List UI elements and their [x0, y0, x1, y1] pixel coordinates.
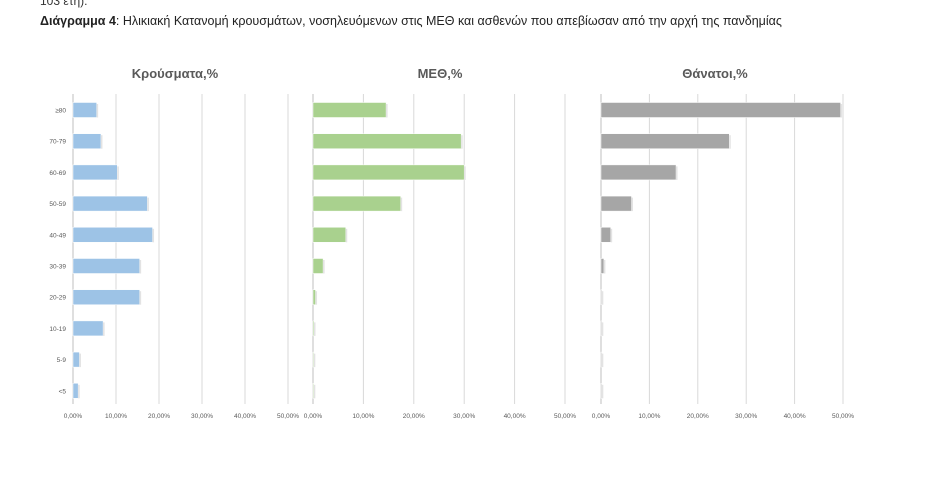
cases-bar-shadow: [100, 135, 103, 149]
cases-tick-label: 30,00%: [191, 413, 213, 420]
icu-bar: [312, 320, 315, 337]
icu-bar: [312, 383, 315, 399]
cases-bar-shadow: [152, 228, 155, 243]
icu-tick-label: 10,00%: [352, 413, 374, 420]
icu-panel-title: ΜΕΘ,%: [418, 66, 463, 81]
cases-bar: [72, 383, 79, 399]
icu-bar-shadow: [313, 353, 316, 368]
icu-bar: [312, 289, 316, 305]
category-label: 60-69: [49, 170, 66, 177]
deaths-tick-label: 0,00%: [592, 413, 611, 420]
caption-label: Διάγραμμα 4: [40, 14, 116, 28]
icu-bar-shadow: [314, 322, 316, 336]
cases-bar-shadow: [139, 260, 142, 274]
deaths-bar-shadow: [601, 384, 604, 399]
icu-tick-label: 40,00%: [504, 413, 526, 420]
deaths-bar: [600, 227, 611, 243]
category-label: 5-9: [57, 357, 67, 364]
deaths-bar-shadow: [676, 166, 678, 180]
cases-bar: [72, 227, 153, 243]
deaths-tick-label: 30,00%: [735, 413, 757, 420]
top-text-fragment: 103 έτη).: [40, 0, 88, 8]
category-label: 50-59: [49, 201, 66, 208]
deaths-bar: [600, 133, 730, 149]
icu-tick-label: 50,00%: [554, 413, 576, 420]
icu-tick-label: 0,00%: [304, 413, 323, 420]
icu-bar-shadow: [400, 197, 403, 212]
cases-bar: [72, 289, 140, 305]
deaths-bar-shadow: [601, 291, 604, 305]
deaths-bar: [600, 351, 603, 368]
cases-tick-label: 0,00%: [64, 413, 83, 420]
icu-bar: [312, 227, 347, 243]
category-label: 20-29: [49, 295, 66, 302]
deaths-bar-shadow: [840, 104, 843, 118]
cases-bar: [72, 102, 97, 118]
icu-bar-shadow: [386, 104, 388, 118]
icu-bar-shadow: [313, 384, 316, 399]
icu-bar: [312, 351, 315, 368]
deaths-bar: [600, 195, 632, 212]
deaths-bar-shadow: [601, 353, 604, 368]
cases-tick-label: 40,00%: [234, 413, 256, 420]
cases-tick-label: 50,00%: [277, 413, 299, 420]
cases-panel-title: Κρούσματα,%: [132, 66, 219, 81]
category-label: <5: [59, 388, 67, 395]
icu-tick-label: 30,00%: [453, 413, 475, 420]
cases-bar-shadow: [78, 384, 80, 399]
deaths-tick-label: 50,00%: [832, 413, 854, 420]
deaths-bar: [600, 164, 677, 181]
icu-bar: [312, 102, 387, 118]
deaths-bar: [600, 102, 841, 118]
icu-bar: [312, 164, 465, 181]
deaths-bar-shadow: [601, 322, 604, 336]
deaths-bar-shadow: [631, 197, 633, 212]
icu-bar-shadow: [323, 260, 325, 274]
icu-bar: [312, 258, 324, 274]
icu-bar-shadow: [345, 228, 348, 243]
deaths-bar: [600, 320, 603, 337]
caption-text: : Ηλικιακή Κατανομή κρουσμάτων, νοσηλευό…: [115, 14, 782, 28]
cases-bar: [72, 258, 140, 274]
deaths-bar-shadow: [610, 228, 613, 243]
figure-caption: Διάγραμμα 4: Ηλικιακή Κατανομή κρουσμάτω…: [40, 14, 782, 28]
cases-bar-shadow: [96, 104, 99, 118]
deaths-tick-label: 10,00%: [638, 413, 660, 420]
cases-bar-shadow: [147, 197, 149, 212]
category-label: 40-49: [49, 232, 66, 239]
icu-bar-shadow: [315, 291, 318, 305]
cases-bar: [72, 195, 148, 212]
cases-bar-shadow: [103, 322, 105, 336]
icu-tick-label: 20,00%: [403, 413, 425, 420]
category-label: ≥80: [55, 108, 66, 115]
icu-bar: [312, 133, 462, 149]
cases-bar-shadow: [139, 291, 142, 305]
deaths-tick-label: 40,00%: [784, 413, 806, 420]
cases-bar: [72, 320, 104, 337]
icu-bar: [312, 195, 401, 212]
cases-bar: [72, 351, 80, 368]
category-label: 70-79: [49, 139, 66, 146]
cases-bar-shadow: [117, 166, 119, 180]
deaths-bar-shadow: [603, 260, 606, 274]
deaths-bar: [600, 258, 605, 274]
category-label: 10-19: [49, 326, 66, 333]
cases-bar: [72, 164, 118, 181]
deaths-bar-shadow: [729, 135, 731, 149]
icu-bar-shadow: [461, 135, 463, 149]
cases-bar-shadow: [79, 353, 81, 368]
deaths-tick-label: 20,00%: [687, 413, 709, 420]
deaths-panel-title: Θάνατοι,%: [682, 66, 748, 81]
deaths-bar: [600, 383, 603, 399]
cases-tick-label: 10,00%: [105, 413, 127, 420]
category-label: 30-39: [49, 264, 66, 271]
icu-bar-shadow: [464, 166, 466, 180]
deaths-bar: [600, 289, 603, 305]
cases-bar: [72, 133, 102, 149]
cases-tick-label: 20,00%: [148, 413, 170, 420]
